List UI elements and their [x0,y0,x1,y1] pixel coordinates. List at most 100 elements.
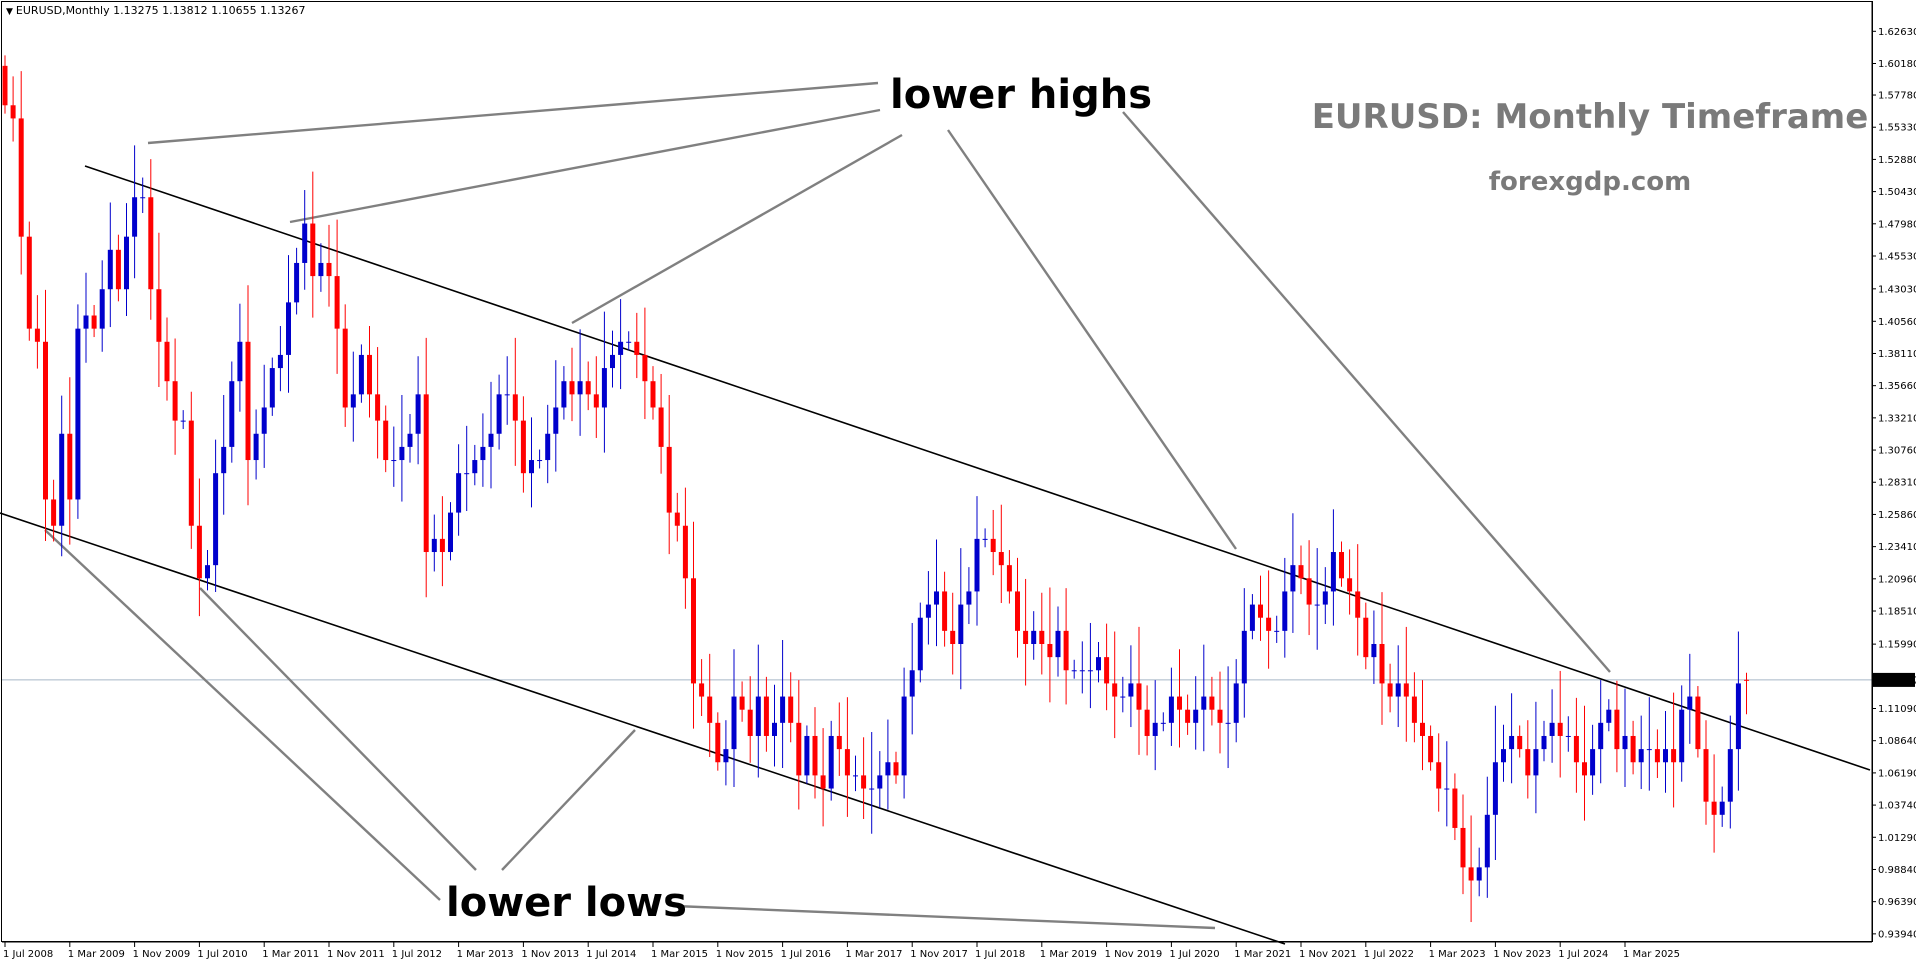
candle [1598,680,1604,784]
candle [229,361,235,463]
candle [585,361,591,411]
candle-body [1087,670,1093,672]
time-tick-label: 1 Nov 2023 [1493,949,1551,960]
candle-body [1031,630,1037,644]
candle-body [1144,709,1150,736]
candle-body [642,354,648,382]
candle-body [1525,749,1531,776]
price-tick-label: 1.23410 [1878,542,1916,553]
candle-body [43,341,48,500]
price-tick-label: 1.28310 [1878,478,1916,489]
candle [1719,786,1725,827]
candle [788,672,794,743]
price-tick-label: 1.25860 [1878,510,1916,521]
candle-body [1217,709,1223,723]
candle [796,680,802,810]
candle-body [699,683,705,697]
candle [407,414,413,463]
candle-body [1541,735,1547,750]
time-tick-label: 1 Nov 2011 [327,949,385,960]
price-axis: 1.62630 1.60180 1.57780 1.55330 1.52880 1.504… [1871,2,1916,942]
candle [1266,570,1272,669]
time-tick-label: 1 Jul 2018 [975,949,1025,960]
time-tick-label: 1 Jul 2010 [197,949,247,960]
candle [1249,594,1255,640]
candle [286,255,291,393]
candle [1355,544,1361,656]
candle-body [496,394,502,434]
candle-body [1241,630,1247,684]
candle [1484,776,1490,898]
trendline-layer[interactable] [0,81,1871,945]
candle [1395,645,1401,728]
price-tick-label: 1.01290 [1878,833,1916,844]
channel-lower-trendline[interactable] [0,512,1286,945]
candle-body [885,762,891,776]
channel-upper-trendline[interactable] [84,165,1871,771]
candle-body [1671,749,1677,763]
candle-body [1201,696,1207,710]
candle-body [1379,643,1385,684]
candle [885,719,891,810]
candle [966,567,972,625]
candle-body [1646,749,1652,751]
candle-body [245,341,251,461]
candle-body [1557,722,1563,736]
candle [626,331,632,351]
time-tick-label: 1 Mar 2013 [457,949,514,960]
candle [1590,724,1596,795]
candle-body [456,473,462,513]
candle [1541,720,1547,762]
candle [1573,697,1579,793]
candle-body [350,394,356,408]
candle-body [286,302,291,355]
candle [1379,592,1385,725]
candle [772,684,777,767]
price-tick-label: 0.98840 [1878,865,1916,876]
candle [666,395,672,555]
candle [1039,592,1045,675]
dropdown-triangle-icon[interactable]: ▼ [6,7,13,17]
candle [1533,701,1539,814]
candle [132,145,138,279]
price-tick-label: 1.38110 [1878,349,1916,360]
candle-body [1428,735,1434,763]
candle [723,720,729,786]
candle-body [1452,788,1458,828]
candle-body [1063,630,1069,671]
candle [618,299,624,390]
candle-body [804,735,810,776]
candle [1015,557,1020,658]
time-tick-label: 1 Jul 2022 [1364,949,1414,960]
candle [124,203,129,317]
candle [1104,623,1110,711]
candle-body [431,538,437,553]
candle-body [901,696,907,776]
candle-body [715,722,721,763]
candle-body [1436,762,1442,789]
candle-body [1630,735,1636,763]
candle [1233,659,1239,743]
candle-body [634,341,640,355]
candle [383,405,389,473]
candle-body [1160,722,1166,724]
candle [844,697,850,817]
candle-body [545,433,551,461]
candle [755,644,761,778]
candle-body [1411,696,1417,723]
candle [196,478,202,617]
candles-layer [2,55,1749,923]
candle [610,330,615,388]
candle [804,725,810,784]
candle [431,514,437,572]
candle-body [1371,643,1377,658]
candle-body [188,420,194,526]
candle [1209,676,1215,726]
candle [1711,754,1717,853]
price-tick-label: 1.45530 [1878,251,1916,262]
candle [342,304,348,427]
time-tick-label: 1 Mar 2011 [262,949,319,960]
candle [699,659,705,717]
candle-body [1363,617,1369,658]
candle [1298,545,1304,595]
